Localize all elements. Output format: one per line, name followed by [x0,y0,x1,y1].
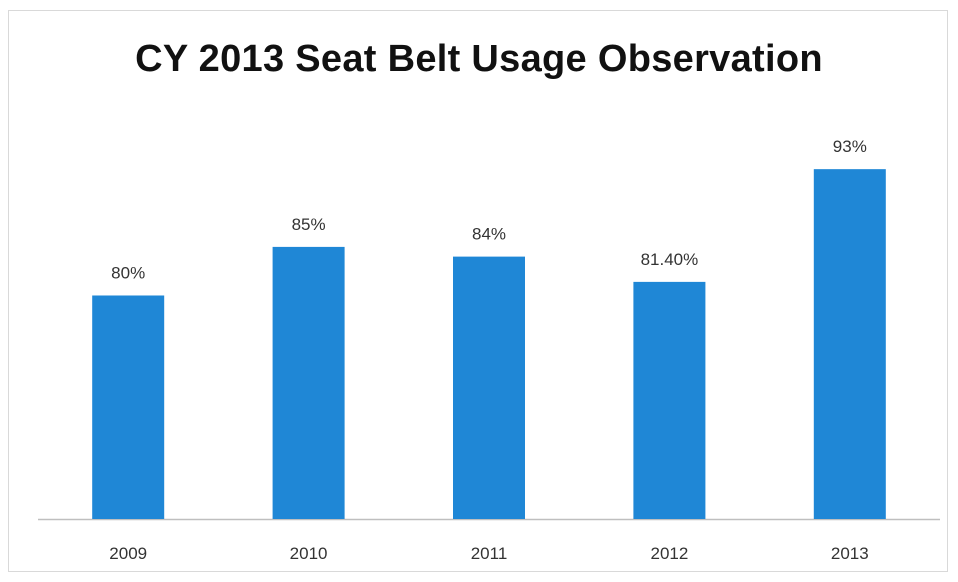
bar-2009 [92,295,165,519]
bar-2012 [633,281,706,519]
data-label-2013: 93% [833,137,867,156]
x-tick-label-2011: 2011 [471,544,508,563]
x-tick-label-2010: 2010 [290,544,328,563]
data-label-2010: 85% [292,215,326,234]
data-label-2012: 81.40% [641,250,699,269]
data-label-2011: 84% [472,225,506,244]
x-tick-label-2013: 2013 [831,544,869,563]
data-label-2009: 80% [111,263,145,282]
bar-2011 [453,256,525,519]
bar-2013 [813,169,886,519]
chart-title: CY 2013 Seat Belt Usage Observation [135,38,823,80]
bar-2010 [272,246,345,519]
x-tick-label-2009: 2009 [109,544,147,563]
x-tick-label-2012: 2012 [650,544,688,563]
